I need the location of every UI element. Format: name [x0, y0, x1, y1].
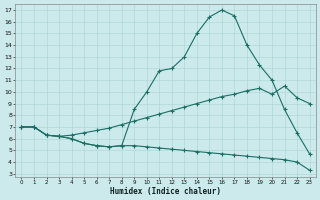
- X-axis label: Humidex (Indice chaleur): Humidex (Indice chaleur): [110, 187, 221, 196]
